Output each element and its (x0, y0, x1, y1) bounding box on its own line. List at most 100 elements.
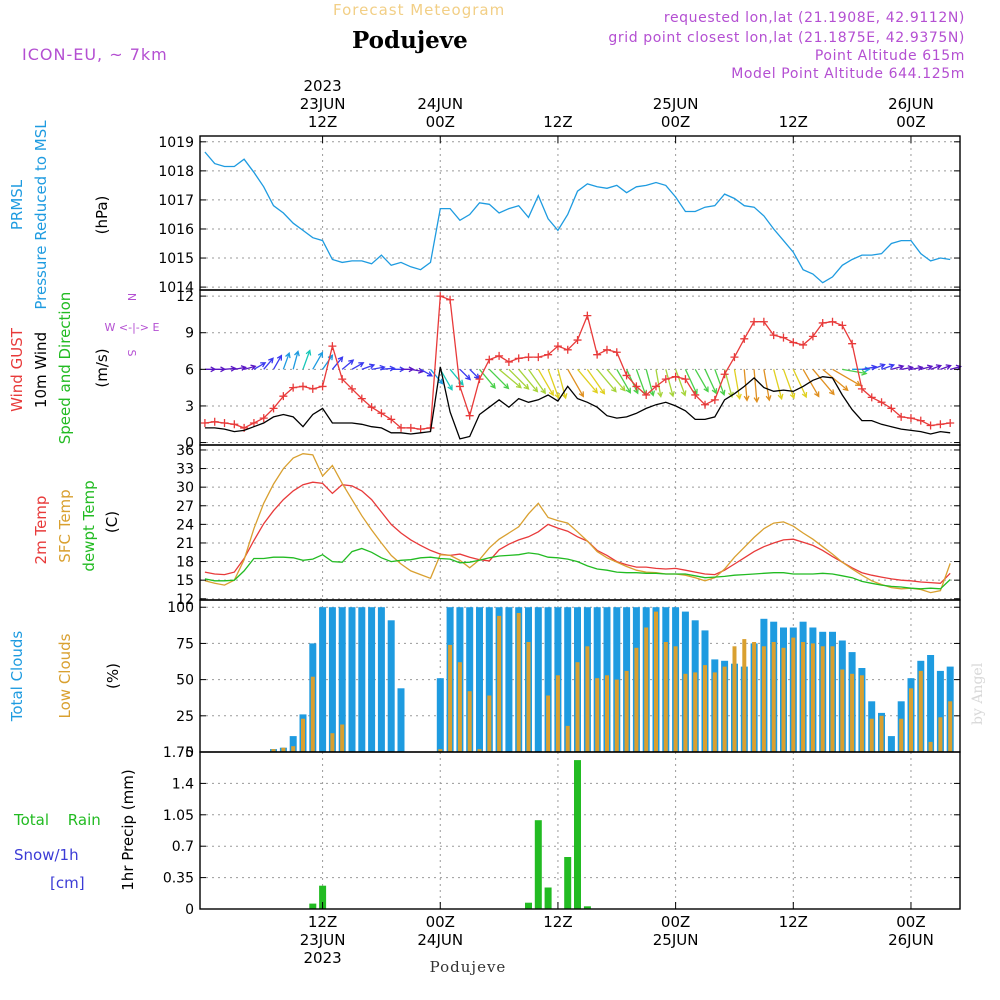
top-time-label: 00Z (896, 113, 925, 131)
temp-y-axis: 12 15 18 21 24 27 30 33 36 (176, 443, 960, 608)
gust-marker (514, 354, 523, 363)
gust-marker (357, 394, 366, 403)
clouds-y-axis: 0 25 50 75 100 (167, 600, 960, 761)
y-tick-label: 75 (176, 636, 194, 652)
gust-marker (838, 321, 847, 330)
wind-direction-arrow (812, 368, 835, 396)
y-tick-label: 25 (176, 709, 194, 725)
low-clouds-bar (752, 642, 757, 752)
gust-marker (367, 403, 376, 412)
wind-direction-arrow (459, 368, 472, 381)
gust-marker (828, 317, 837, 326)
gust-marker (348, 384, 356, 393)
pressure-label-line: Pressure Reduced to MSL (32, 120, 50, 310)
total-clouds-bar (377, 607, 385, 752)
total-clouds-bar (368, 607, 376, 752)
gust-marker (544, 350, 553, 359)
bottom-time-label: 12Z (543, 913, 572, 931)
y-tick-label: 36 (176, 443, 194, 459)
bottom-time-label: 12Z (308, 913, 337, 931)
wind-direction-arrow (234, 365, 248, 371)
bottom-time-label: 00Z (896, 913, 925, 931)
model-point-altitude: Model Point Altitude 644.125m (731, 66, 965, 82)
gust-marker (249, 419, 258, 428)
wind-direction-arrow (253, 362, 267, 370)
y-tick-label: 1017 (158, 193, 194, 209)
wind-direction-arrow (891, 364, 905, 371)
low-clouds-bar (624, 670, 629, 752)
signature: by Angel (970, 662, 986, 725)
y-tick-label: 12 (176, 289, 194, 305)
gust-marker (877, 398, 886, 407)
low-clouds-bar (271, 749, 276, 752)
gust-marker (612, 348, 621, 357)
low-clouds-bar (614, 679, 619, 752)
total-rain-bar (534, 820, 542, 909)
point-altitude: Point Altitude 615m (815, 48, 965, 64)
low-clouds-bar (487, 695, 492, 752)
total-clouds-bar (387, 620, 395, 752)
low-clouds-bar (938, 717, 943, 752)
wind-direction-arrow (478, 368, 496, 389)
low-clouds-bar (438, 749, 443, 752)
total-clouds-bar (887, 736, 895, 752)
pressure-y-axis: 1014 1015 1016 1017 1018 1019 (158, 135, 960, 296)
wind-direction-arrow (842, 368, 868, 376)
y-tick-label: 1015 (158, 251, 194, 267)
wind-direction-arrow (724, 369, 734, 399)
requested-coords: requested lon,lat (21.1908E, 42.9112N) (664, 10, 965, 26)
wind-direction-arrow (586, 368, 606, 395)
low-clouds-bar (712, 672, 717, 752)
low-clouds-bar (301, 718, 305, 752)
wind-direction-arrow (469, 368, 480, 380)
gust-marker (887, 404, 896, 413)
temp-label-line: 2m Temp (32, 496, 50, 565)
y-tick-label: 0 (185, 902, 194, 918)
wind-direction-arrow (498, 368, 522, 389)
panel-frames (199, 135, 961, 910)
low-clouds-bar (340, 724, 345, 752)
total-clouds-bar (289, 736, 297, 752)
total-rain-bar (544, 887, 552, 909)
low-clouds-bar (791, 637, 796, 752)
gust-marker (622, 371, 631, 380)
wind-direction-arrow (361, 363, 376, 370)
wind-direction-arrow (508, 368, 530, 390)
top-time-label: 00Z (426, 113, 455, 131)
wind-direction-arrow (488, 368, 510, 390)
temperature-panel: 12 15 18 21 24 27 30 33 36 2m Temp SFC Temp dewpt … (32, 443, 960, 608)
top-time-label: 25JUN (653, 95, 699, 113)
low-clouds-bar (693, 672, 698, 752)
gust-marker (485, 355, 494, 364)
total-rain-bar (564, 857, 572, 909)
y-tick-label: 1018 (158, 164, 194, 180)
clouds-side-label: Total Clouds Low Clouds (%) (8, 631, 122, 723)
y-tick-label: 50 (176, 673, 194, 689)
gust-marker (416, 425, 425, 434)
low-clouds-bar (781, 647, 786, 752)
bottom-time-label: 2023 (303, 949, 341, 967)
y-tick-label: 33 (176, 462, 194, 478)
precip-panel: 0 0.35 0.7 1.05 1.4 1.75 Total Rain Snow/1h [cm… (13, 745, 960, 918)
total-clouds-bar (436, 678, 444, 752)
total-clouds-bar (348, 607, 356, 752)
low-clouds-bar (850, 673, 855, 752)
temp-label-line: dewpt Temp (80, 480, 98, 571)
clouds-label-line: Low Clouds (56, 633, 74, 718)
low-clouds-bar (457, 662, 462, 752)
gust-marker (230, 420, 239, 429)
low-clouds-bar (948, 701, 953, 752)
total-clouds-bar (564, 607, 572, 752)
wind-direction-arrow (263, 357, 274, 370)
total-rain-bar (525, 902, 532, 909)
compass-north: N (125, 293, 138, 301)
low-clouds-bar (840, 669, 845, 752)
total-clouds-bar (319, 607, 327, 752)
gust-marker (534, 353, 543, 362)
wind-direction-arrow (204, 366, 217, 373)
wind-direction-arrow (822, 368, 849, 392)
precip-label-line: [cm] (50, 874, 85, 892)
top-time-label: 12Z (543, 113, 572, 131)
